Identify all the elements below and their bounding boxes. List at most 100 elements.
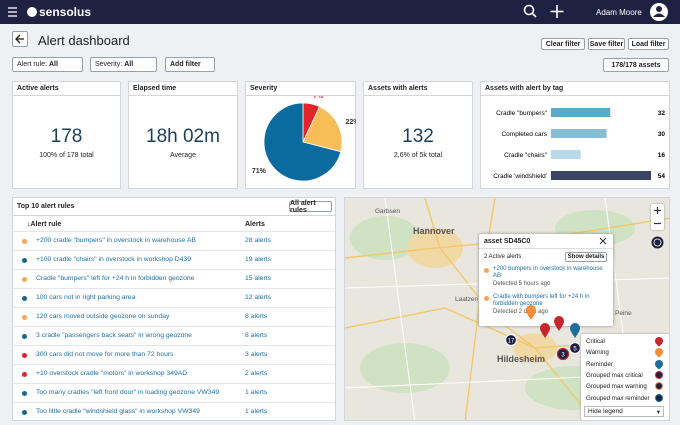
table-row[interactable]: +200 cradle "bumpers" in overstock in wa… (13, 231, 335, 251)
table-row[interactable]: Cradle "bumpers" left for +24 h in forbi… (13, 269, 335, 289)
rule-name: Cradle "bumpers" left for +24 h in forbi… (36, 275, 195, 282)
alert-dot (484, 268, 489, 273)
severity-dot (22, 258, 27, 263)
card-value: 18h 02m (146, 126, 220, 147)
cluster[interactable] (504, 333, 518, 347)
rule-name: 100 cars not in right parking area (36, 294, 136, 301)
map[interactable]: GarbsenHannoverLehrteLaatzenSarstedtHild… (344, 197, 670, 421)
alert-count: 1 alerts (245, 389, 268, 396)
table-row[interactable]: 120 cars moved outside geozone on sunday… (13, 307, 335, 327)
save-filter-button[interactable]: Save filter (588, 38, 625, 50)
legend-label: Grouped max critical (586, 371, 643, 379)
table-row[interactable]: 3 cradle "passengers back seats" in wron… (13, 326, 335, 346)
card-caption: 100% of 178 total (39, 152, 94, 159)
cluster[interactable] (556, 347, 570, 361)
popup-alert[interactable]: Cradle with bumpers left for +24 h in fo… (493, 294, 590, 307)
map-pin (554, 316, 564, 331)
legend-label: Grouped max reminder (586, 394, 650, 402)
cluster-count: 17 (508, 338, 515, 344)
bar-value: 30 (658, 131, 666, 138)
legend-label: Critical (586, 338, 605, 345)
severity-dot (22, 296, 27, 301)
table-row[interactable]: 100 cars not in right parking area 12 ale… (13, 288, 335, 308)
panel-title: Top 10 alert rules (17, 203, 75, 210)
severity-dot (22, 353, 27, 358)
card-value: 132 (402, 126, 434, 147)
alert-count: 12 alerts (245, 294, 272, 301)
bar-category: Completed cars (501, 131, 547, 138)
bar (551, 108, 611, 117)
popup-title: asset SD45C0 (484, 238, 531, 245)
alert-rule-filter[interactable]: Alert rule: All (12, 57, 83, 72)
popup-alert-time: Detected 2 days ago (493, 309, 549, 315)
clear-filter-button[interactable]: Clear filter (541, 38, 585, 50)
globe-button[interactable] (651, 236, 664, 249)
rule-name: Too many cradles "left front door" in lo… (36, 389, 220, 396)
logo-icon (27, 7, 37, 17)
map-pin (526, 305, 536, 320)
map-legend: Critical Warning Reminder Grouped max criti… (581, 334, 669, 420)
column-header[interactable]: ↓Alert rule (27, 221, 62, 228)
popup-alert-time: Detected 5 hours ago (493, 281, 551, 287)
cluster-count: 5 (573, 346, 577, 352)
rule-name: +100 cradle "chairs" in overstock in wor… (36, 256, 192, 263)
card-caption: Average (170, 152, 196, 159)
tags-bar-chart: Cradle "bumpers" 32 Completed cars 30 Cradle… (493, 108, 666, 180)
back-button[interactable] (12, 31, 28, 47)
card-title: Severity (250, 85, 278, 92)
table-row[interactable]: Too little cradle "windshield glass" in … (13, 402, 335, 422)
bar-value: 32 (658, 110, 666, 117)
hide-legend-select[interactable]: Hide legend ▾ (584, 406, 664, 417)
cluster[interactable] (568, 341, 582, 355)
search-icon[interactable] (523, 4, 537, 18)
show-details-button[interactable]: Show details (565, 252, 607, 262)
bar (551, 171, 651, 180)
table-row[interactable]: +10 overstock cradle "motors" in worksho… (13, 364, 335, 384)
alert-count: 8 alerts (245, 313, 268, 320)
alert-count: 2 alerts (245, 370, 268, 377)
legend-label: Warning (586, 349, 609, 357)
asset-popup: asset SD45C0 2 Active alerts Show detail… (479, 234, 613, 326)
add-icon[interactable] (550, 5, 564, 18)
top-bar-icons (8, 3, 668, 21)
add-filter-button[interactable]: Add filter (165, 57, 215, 72)
pie-label: 7% (313, 96, 324, 100)
avatar-body (653, 13, 665, 17)
severity-dot (22, 315, 27, 320)
assets-button[interactable]: 178/178 assets (603, 58, 669, 72)
bar-value: 16 (658, 152, 666, 159)
all-rules-button[interactable]: All alert rules (289, 200, 332, 214)
severity-pie: 7% 22% 71% (252, 96, 356, 182)
zoom-icons[interactable] (651, 204, 664, 230)
table-row[interactable]: 300 cars did not move for more than 72 h… (13, 345, 335, 365)
legend-symbol (653, 346, 665, 358)
column-header[interactable]: Alerts (245, 221, 265, 228)
hide-legend-text: Hide legend (588, 408, 623, 415)
close-popup[interactable] (599, 237, 607, 245)
filter-label: Alert rule: (17, 61, 47, 68)
card-caption: 2,6% of 5k total (393, 152, 443, 159)
bar-category: Cradle 'windshield' (493, 173, 547, 180)
back-icon (15, 34, 24, 44)
cluster-count: 3 (561, 352, 565, 358)
card-title: Assets with alert by tag (485, 85, 564, 92)
legend-label: Grouped max warning (586, 383, 647, 391)
table-row[interactable]: Too many cradles "left front door" in lo… (13, 383, 335, 403)
rule-name: 3 cradle "passengers back seats" in wron… (36, 332, 192, 339)
popup-count: 2 Active alerts (484, 254, 522, 260)
legend-symbol (653, 357, 665, 370)
user-name[interactable]: Adam Moore (596, 8, 642, 17)
table-row[interactable]: +100 cradle "chairs" in overstock in wor… (13, 250, 335, 270)
alert-count: 19 alerts (245, 256, 272, 263)
place-label: Garbsen (375, 208, 400, 215)
load-filter-button[interactable]: Load filter (628, 38, 669, 50)
severity-dot (22, 277, 27, 282)
popup-alert[interactable]: +200 bumpers in overstock in warehouse A… (493, 266, 603, 279)
top-bar: sensolus Adam Moore (0, 0, 680, 24)
severity-filter[interactable]: Severity: All (90, 57, 157, 72)
bar (551, 129, 607, 138)
map-pin (540, 323, 550, 338)
menu-icon[interactable] (8, 7, 17, 17)
bar-category: Cradle "bumpers" (496, 110, 548, 117)
pie-label: 22% (346, 119, 356, 126)
